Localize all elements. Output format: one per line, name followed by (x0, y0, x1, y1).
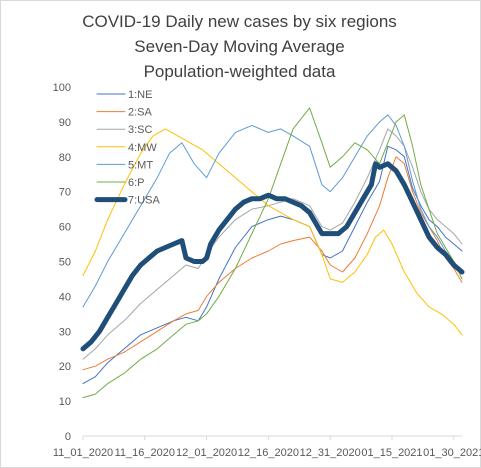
y-tick-label: 0 (65, 431, 71, 443)
legend-label: 1:NE (128, 89, 152, 101)
y-tick-label: 60 (59, 222, 71, 234)
legend-label: 2:SA (128, 107, 153, 119)
legend-label: 5:MT (128, 159, 153, 171)
chart-title-line-1: COVID-19 Daily new cases by six regions (82, 12, 397, 31)
series-line-6-p (82, 107, 463, 399)
y-axis: 0 10 20 30 40 50 60 70 80 90 100 (53, 82, 71, 443)
y-tick-label: 40 (59, 291, 71, 303)
y-tick-label: 70 (59, 187, 71, 199)
legend-label: 4:MW (128, 142, 157, 154)
y-tick-label: 30 (59, 326, 71, 338)
y-tick-label: 80 (59, 152, 71, 164)
series-line-7-usa (80, 161, 465, 352)
y-tick-label: 20 (59, 361, 71, 373)
series-line-2-sa (82, 156, 463, 371)
legend: 1:NE 2:SA 3:SC 4:MW 5:MT 6:P 7:USA (94, 89, 160, 207)
legend-label: 6:P (128, 177, 145, 189)
legend-label: 3:SC (128, 124, 153, 136)
x-tick-label: 01_30_2021 (423, 447, 481, 459)
series-line-4-mw (82, 128, 463, 336)
series-line-5-mt (82, 114, 463, 308)
chart-title-line-2: Seven-Day Moving Average (134, 37, 345, 56)
x-axis: 11_01_2020 11_16_2020 12_01_2020 12_16_2020… (53, 435, 481, 459)
y-tick-label: 50 (59, 257, 71, 269)
x-tick-label: 11_16_2020 (115, 447, 175, 459)
x-tick-label: 12_31_2020 (300, 447, 361, 459)
y-tick-label: 90 (59, 117, 71, 129)
series-lines (80, 107, 465, 399)
y-tick-label: 100 (53, 82, 71, 94)
x-tick-label: 11_01_2020 (53, 447, 113, 459)
y-tick-label: 10 (59, 396, 71, 408)
x-tick-label: 12_01_2020 (176, 447, 237, 459)
legend-label: 7:USA (128, 195, 160, 207)
x-tick-label: 12_16_2020 (238, 447, 299, 459)
chart-title-line-3: Population-weighted data (143, 62, 336, 81)
series-line-3-sc (82, 128, 463, 360)
x-tick-label: 01_15_2021 (361, 447, 422, 459)
